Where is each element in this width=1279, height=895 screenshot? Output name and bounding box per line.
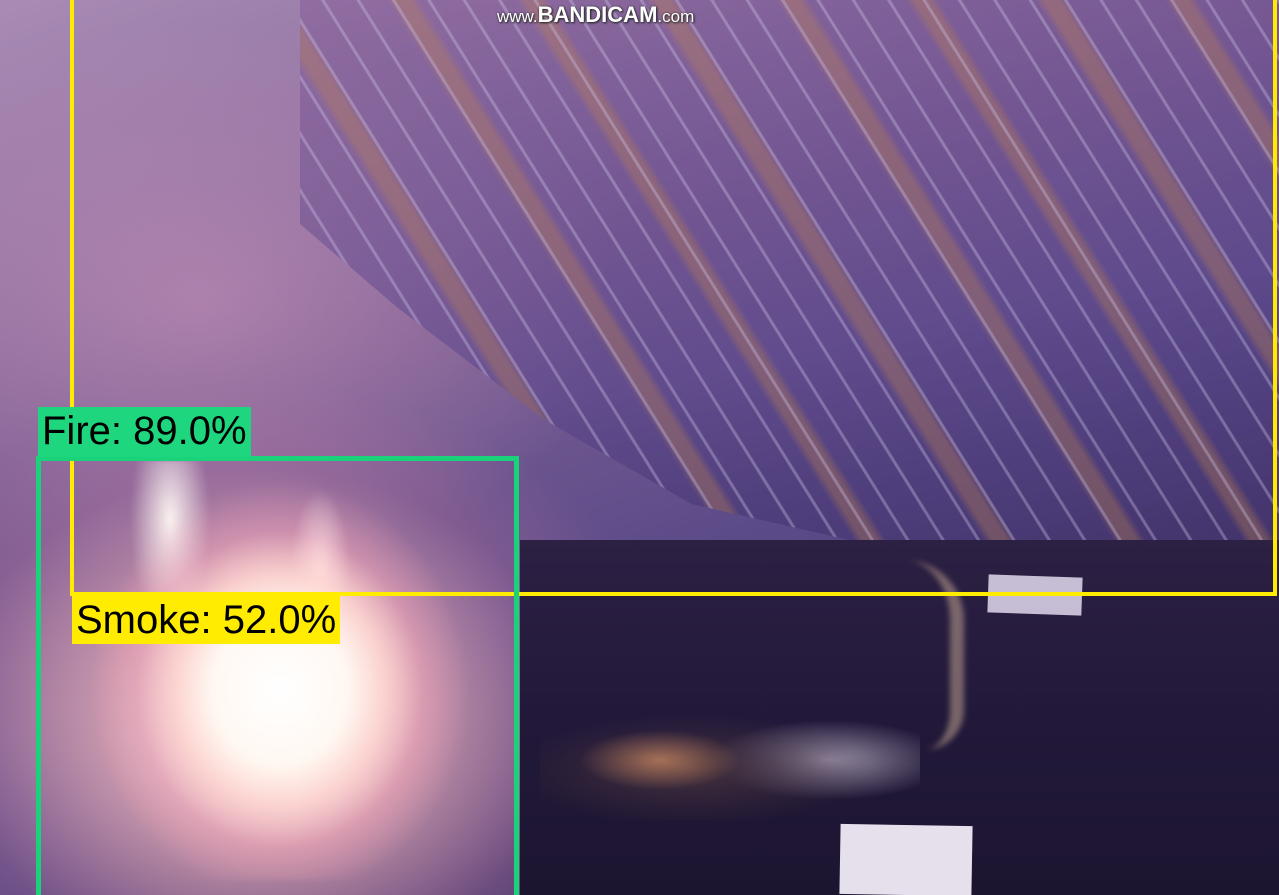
smoke-wisp — [860, 560, 964, 750]
burnt-debris — [540, 700, 920, 820]
fire-detection-box — [36, 456, 519, 895]
fire-flame — [80, 460, 550, 880]
watermark-prefix: www. — [497, 7, 538, 26]
smoke-detection-label: Smoke: 52.0% — [72, 596, 341, 644]
smoke-detection-box — [70, 0, 1277, 596]
bandicam-watermark: www.BANDICAM.com — [497, 2, 694, 28]
fire-detection-label: Fire: 89.0% — [38, 407, 251, 457]
watermark-suffix: .com — [657, 7, 695, 26]
watermark-brand: BANDICAM — [537, 2, 658, 27]
paper-scrap — [839, 823, 973, 895]
